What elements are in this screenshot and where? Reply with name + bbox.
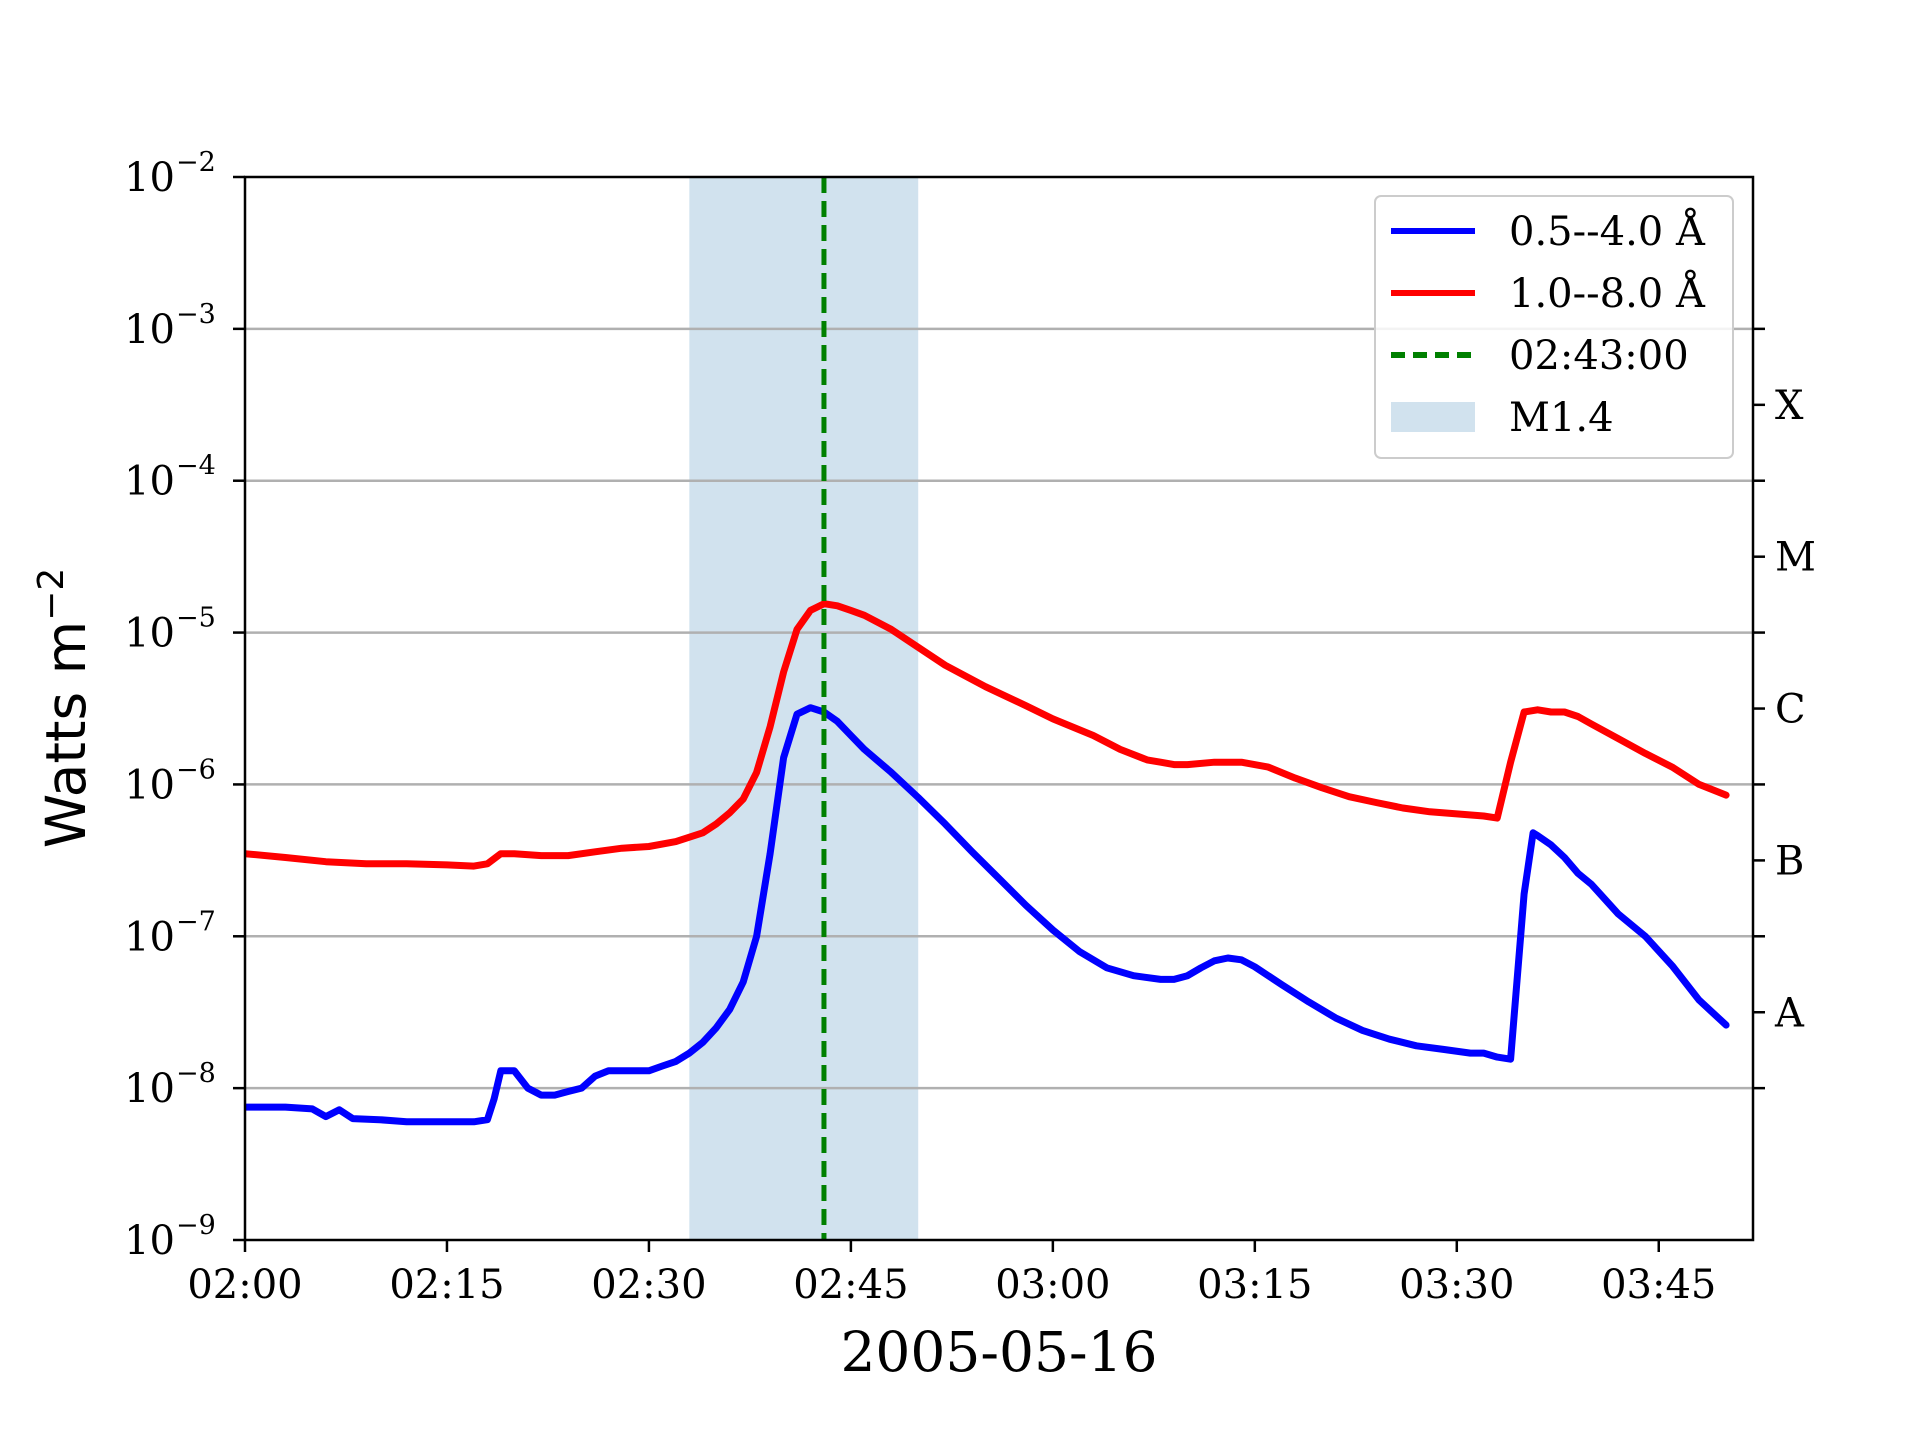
y-tick-label: 10 xyxy=(124,1218,175,1264)
flare-class-label: M xyxy=(1775,535,1816,581)
y-axis-ticks: 10−910−810−710−610−510−410−310−2 xyxy=(124,147,245,1264)
y-axis-label-exponent: −2 xyxy=(31,568,72,621)
x-tick-label: 02:15 xyxy=(389,1262,504,1308)
x-tick-label: 03:15 xyxy=(1197,1262,1312,1308)
y-tick-exponent: −9 xyxy=(176,1210,216,1241)
flare-class-label: A xyxy=(1774,990,1805,1036)
flare-class-label: B xyxy=(1775,838,1804,884)
y-tick-label: 10 xyxy=(124,307,175,353)
y-tick-label: 10 xyxy=(124,611,175,657)
x-tick-label: 02:45 xyxy=(793,1262,908,1308)
flare-class-axis: A B C M X xyxy=(1753,327,1816,1090)
series-line-0 xyxy=(245,704,1730,1126)
y-tick-exponent: −7 xyxy=(176,906,216,937)
legend-label: 1.0--8.0 Å xyxy=(1509,270,1706,317)
y-tick-exponent: −4 xyxy=(176,451,216,482)
x-tick-label: 02:30 xyxy=(591,1262,706,1308)
flare-class-label: C xyxy=(1775,687,1806,733)
legend: 0.5--4.0 Å 1.0--8.0 Å 02:43:00 M1.4 xyxy=(1374,195,1734,459)
y-tick-label: 10 xyxy=(124,762,175,808)
legend-label: 0.5--4.0 Å xyxy=(1509,208,1706,255)
y-tick-exponent: −2 xyxy=(176,147,216,178)
x-tick-label: 02:00 xyxy=(187,1262,302,1308)
series-line-1 xyxy=(245,600,1730,870)
y-axis-label-text: Watts m xyxy=(34,621,98,848)
legend-swatch xyxy=(1391,402,1475,432)
y-tick-label: 10 xyxy=(124,459,175,505)
x-axis-label: 2005-05-16 xyxy=(840,1320,1157,1384)
x-tick-label: 03:30 xyxy=(1399,1262,1514,1308)
y-tick-label: 10 xyxy=(124,155,175,201)
y-tick-exponent: −6 xyxy=(176,754,216,785)
x-tick-label: 03:00 xyxy=(995,1262,1110,1308)
x-axis-ticks: 02:00 02:15 02:30 02:45 03:00 03:15 03:30 03:45 xyxy=(187,1240,1716,1308)
legend-box xyxy=(1374,195,1734,459)
x-tick-label: 03:45 xyxy=(1601,1262,1716,1308)
legend-label: 02:43:00 xyxy=(1509,333,1689,379)
y-tick-label: 10 xyxy=(124,1066,175,1112)
y-axis-label: Watts m−2 xyxy=(31,568,98,849)
legend-label: M1.4 xyxy=(1509,395,1614,441)
y-tick-exponent: −8 xyxy=(176,1058,216,1089)
flux-series xyxy=(245,600,1730,1126)
y-tick-exponent: −5 xyxy=(176,603,216,634)
y-tick-label: 10 xyxy=(124,914,175,960)
y-tick-exponent: −3 xyxy=(176,299,216,330)
flare-class-label: X xyxy=(1775,383,1804,429)
